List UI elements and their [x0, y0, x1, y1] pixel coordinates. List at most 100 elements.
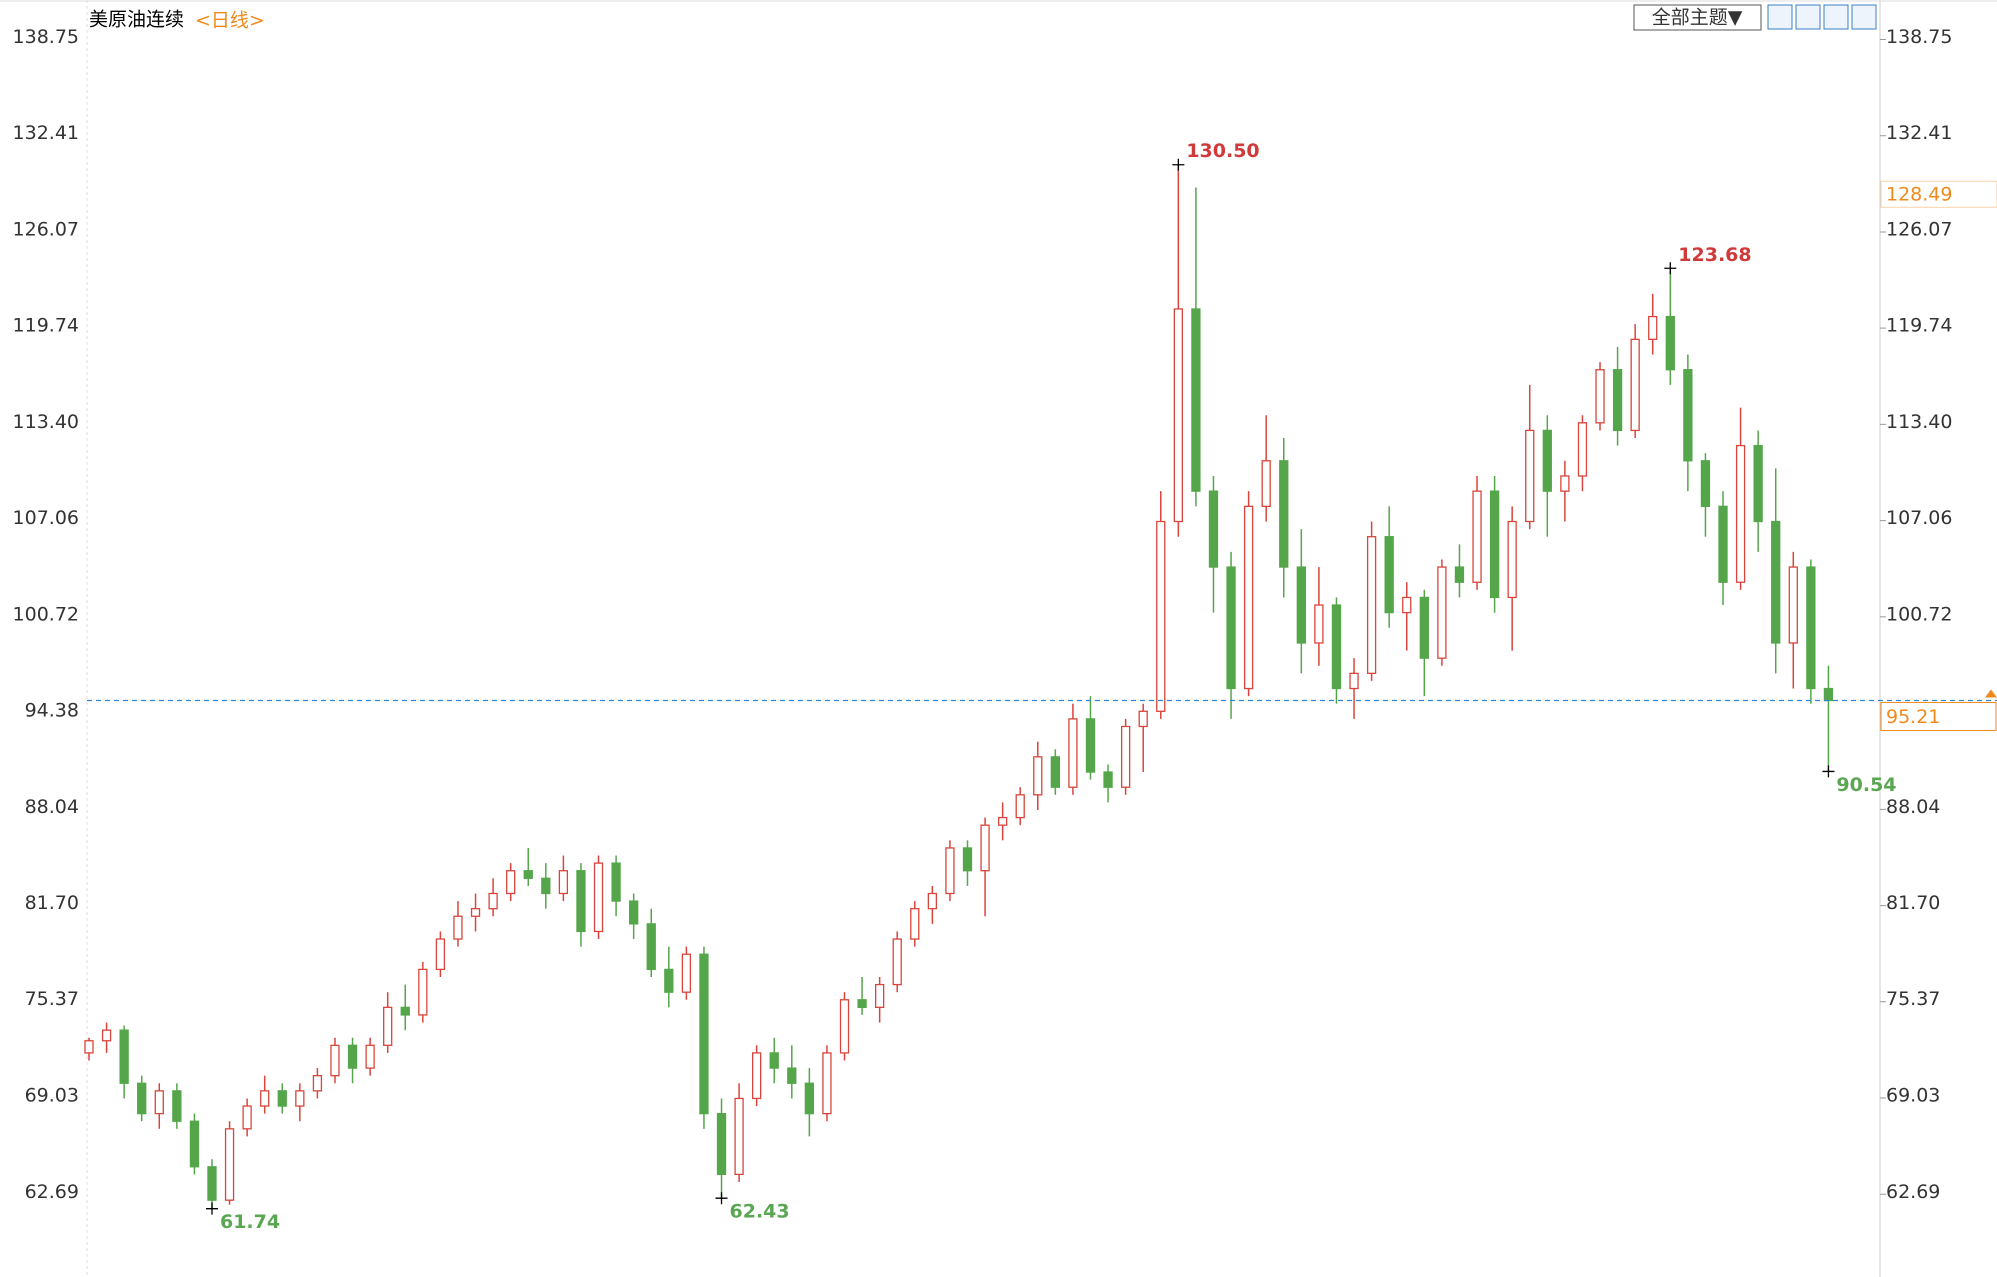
extreme-label: 62.43 — [730, 1201, 790, 1223]
candle-body — [207, 1166, 217, 1201]
candle-body — [506, 870, 516, 895]
candle-body — [1156, 520, 1166, 712]
tool-icon[interactable] — [1795, 4, 1821, 30]
candle-body — [488, 892, 498, 910]
candle-body — [646, 923, 656, 971]
candle-body — [523, 870, 533, 879]
candle-body — [470, 908, 481, 917]
candle-body — [1788, 566, 1798, 644]
candle-body — [1208, 490, 1219, 568]
tool-icon[interactable] — [1767, 4, 1793, 30]
theme-button[interactable] — [1633, 4, 1762, 31]
y-tick-label-right: 132.41 — [1886, 122, 1952, 144]
candle-body — [295, 1090, 305, 1107]
y-tick-label-right: 69.03 — [1886, 1084, 1940, 1106]
last-price-box — [1880, 702, 1997, 732]
candle-body — [1261, 460, 1271, 507]
y-tick-label-right: 62.69 — [1886, 1181, 1940, 1203]
candle-body — [857, 999, 867, 1009]
candle-body — [1314, 604, 1324, 644]
y-tick-label-right: 81.70 — [1886, 892, 1940, 914]
candle-body — [1507, 520, 1517, 599]
candle-body — [1823, 687, 1834, 702]
candle-body — [1173, 308, 1183, 523]
candle-body — [1384, 536, 1394, 614]
candle-body — [1349, 672, 1359, 690]
candle-body — [839, 999, 850, 1054]
y-tick-label-left: 107.06 — [13, 507, 79, 529]
candle-body — [242, 1105, 252, 1130]
candle-body — [1648, 315, 1658, 340]
candle-body — [1718, 505, 1728, 583]
candle-body — [1700, 460, 1711, 507]
theme-button-label[interactable]: 全部主题▼ — [1652, 7, 1743, 29]
candle-body — [822, 1052, 832, 1115]
y-tick-label-left: 81.70 — [25, 892, 79, 914]
candle-body — [330, 1044, 340, 1077]
y-tick-label-left: 126.07 — [13, 218, 79, 240]
candle-body — [962, 847, 973, 872]
candle-body — [1402, 596, 1412, 614]
extreme-label: 130.50 — [1186, 140, 1259, 162]
candle-body — [1454, 566, 1465, 583]
candle-body — [1472, 490, 1482, 583]
y-tick-label-right: 75.37 — [1886, 988, 1940, 1010]
tool-icon[interactable] — [1851, 4, 1877, 30]
y-tick-label-right: 107.06 — [1886, 507, 1952, 529]
candle-body — [699, 953, 709, 1115]
candle-body — [1331, 604, 1342, 690]
candle-body — [1243, 505, 1254, 690]
candle-body — [1015, 794, 1025, 819]
candle-body — [418, 968, 428, 1016]
candle-body — [1103, 771, 1113, 788]
y-tick-label-left: 119.74 — [13, 315, 79, 337]
candle-body — [558, 870, 569, 895]
extreme-cross — [1172, 158, 1185, 171]
candle-body — [1033, 756, 1043, 796]
y-tick-label-right: 100.72 — [1886, 603, 1952, 625]
candle-body — [1279, 460, 1289, 568]
candle-body — [629, 900, 639, 925]
candle-body — [1226, 566, 1236, 690]
candle-body — [769, 1052, 779, 1069]
marker-price-label: 128.49 — [1886, 184, 1952, 206]
candle-body — [541, 877, 551, 895]
extreme-label: 123.68 — [1678, 244, 1751, 266]
candle-body — [1296, 566, 1306, 644]
tool-icon[interactable] — [1823, 4, 1849, 30]
candle-body — [1683, 369, 1693, 462]
extreme-cross — [1664, 262, 1677, 275]
extreme-label: 61.74 — [220, 1211, 280, 1233]
extreme-cross — [205, 1202, 218, 1215]
extreme-label: 90.54 — [1836, 774, 1896, 796]
y-tick-label-left: 62.69 — [25, 1181, 79, 1203]
candle-body — [1068, 718, 1078, 788]
candle-body — [1138, 710, 1148, 728]
y-tick-label-left: 113.40 — [13, 411, 79, 433]
y-tick-label-left: 132.41 — [13, 122, 79, 144]
candle-body — [1085, 718, 1096, 773]
y-tick-label-left: 88.04 — [25, 796, 79, 818]
candle-body — [224, 1128, 235, 1201]
candle-body — [681, 953, 692, 993]
candle-body — [172, 1090, 182, 1122]
candle-body — [593, 862, 604, 933]
candle-body — [664, 968, 674, 993]
candle-body — [154, 1090, 164, 1115]
last-price-label: 95.21 — [1886, 706, 1940, 728]
candle-body — [1771, 520, 1781, 644]
y-tick-label-left: 75.37 — [25, 988, 79, 1010]
candle-body — [365, 1044, 375, 1069]
candle-body — [611, 862, 621, 902]
chart-title: 美原油连续 — [89, 9, 184, 31]
y-tick-label-right: 113.40 — [1886, 411, 1952, 433]
candle-body — [1560, 475, 1570, 492]
candle-body — [400, 1006, 410, 1016]
candle-body — [910, 908, 920, 940]
candle-body — [752, 1052, 762, 1100]
candle-body — [980, 824, 990, 872]
candle-body — [787, 1067, 797, 1084]
candle-body — [576, 870, 586, 933]
candle-body — [277, 1090, 287, 1107]
candle-body — [1191, 308, 1201, 492]
